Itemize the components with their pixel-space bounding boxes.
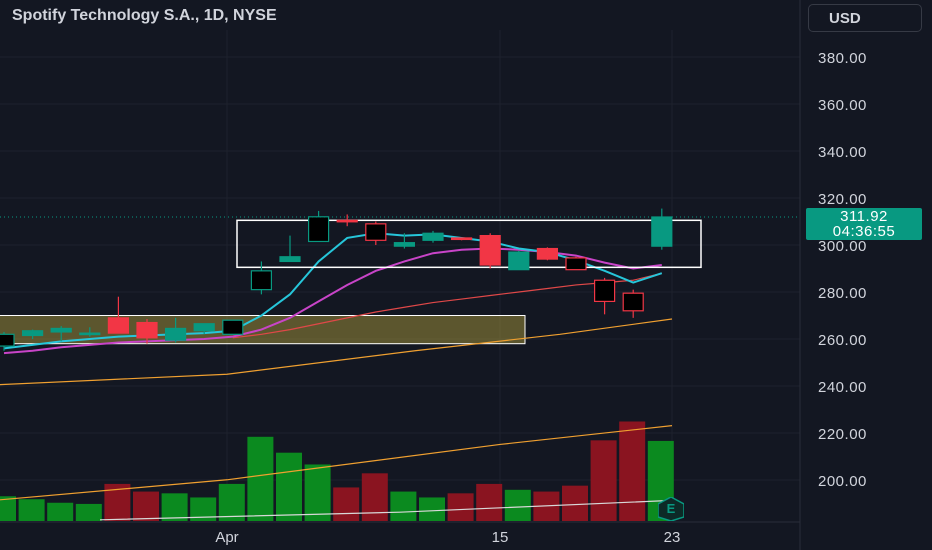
candle-body [222, 319, 244, 335]
volume-bar [447, 493, 474, 521]
currency-button[interactable]: USD [808, 4, 922, 32]
candle-body [250, 270, 272, 291]
price-tick-label: 260.00 [818, 332, 867, 349]
price-tick-label: 200.00 [818, 473, 867, 490]
volume-bar [75, 503, 102, 521]
candle-body [451, 237, 473, 241]
price-tick-label: 380.00 [818, 50, 867, 67]
candle-body [479, 235, 501, 266]
price-tick-label: 340.00 [818, 144, 867, 161]
earnings-badge[interactable]: E [657, 496, 685, 522]
price-tick-label: 240.00 [818, 379, 867, 396]
last-price-value: 311.92 [840, 208, 888, 225]
candle-body [79, 332, 101, 336]
candle-body [165, 327, 187, 341]
chart-title: Spotify Technology S.A., 1D, NYSE [12, 7, 277, 24]
price-tick-label: 360.00 [818, 97, 867, 114]
volume-bar [47, 502, 74, 521]
earnings-badge-label: E [666, 501, 676, 516]
volume-bar [276, 452, 302, 521]
candle-body [308, 216, 330, 243]
time-tick-label: Apr [215, 529, 238, 546]
price-tick-label: 220.00 [818, 426, 867, 443]
price-tick-label: 280.00 [818, 285, 867, 302]
candle-body [536, 247, 559, 260]
volume-bar [161, 493, 188, 521]
candle-body [0, 333, 15, 347]
ma-long-line [0, 318, 673, 386]
candle-body [422, 232, 444, 241]
volume-bar [247, 436, 274, 521]
volume-bar [419, 497, 445, 521]
candle-body [193, 323, 215, 332]
volume-bar [619, 421, 646, 521]
volume-bar [304, 464, 331, 521]
time-tick-label: 23 [664, 529, 681, 546]
candle-body [336, 219, 358, 223]
volume-bar [504, 489, 531, 521]
candle-body [22, 330, 44, 337]
candle-body [622, 292, 644, 312]
price-tick-label: 320.00 [818, 191, 867, 208]
candle-body [365, 223, 387, 241]
candle-body [565, 257, 587, 271]
candle-body [50, 327, 72, 333]
volume-bar [590, 440, 617, 521]
volume-ma-line [0, 425, 673, 501]
volume-bar [0, 496, 16, 521]
candle-body [393, 242, 415, 247]
volume-bar [133, 491, 159, 521]
volume-ma-short-line [99, 499, 673, 521]
candle-body [279, 256, 301, 263]
volume-bar [333, 487, 360, 521]
time-tick-label: 15 [492, 529, 509, 546]
last-price-tag: 311.92 04:36:55 [806, 208, 922, 240]
volume-bar [361, 473, 388, 521]
candle-body [107, 317, 130, 334]
volume-bar [562, 485, 588, 521]
candle-body [593, 279, 616, 302]
volume-bar [190, 497, 217, 521]
volume-bar [218, 483, 245, 521]
volume-bar [390, 491, 417, 521]
bar-countdown: 04:36:55 [832, 223, 896, 240]
candle-body [136, 321, 158, 339]
candle-body [651, 216, 673, 247]
price-tick-label: 300.00 [818, 238, 867, 255]
ma-slow-line [232, 272, 662, 339]
candle-body [508, 251, 530, 271]
volume-bar [476, 483, 503, 521]
volume-bar [18, 499, 45, 521]
consolidation-box [236, 219, 702, 269]
